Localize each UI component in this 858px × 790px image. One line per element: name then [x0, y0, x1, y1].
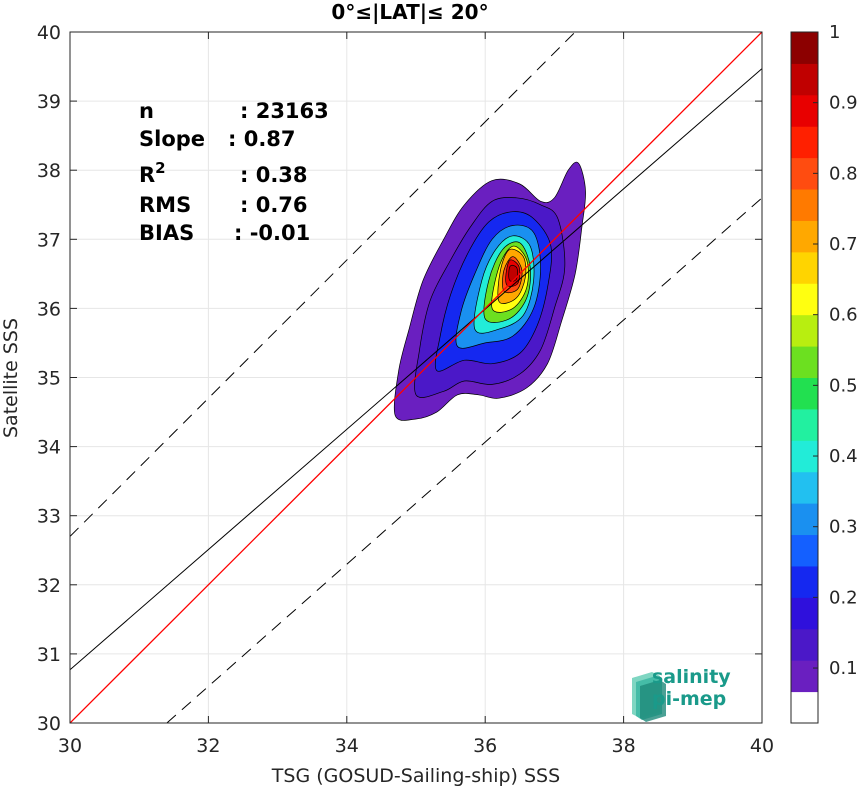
colorbar-segment: [791, 126, 818, 159]
colorbar-frame: [790, 31, 819, 724]
x-tick-label: 32: [196, 735, 220, 757]
lower-bound-line: [166, 197, 762, 723]
x-tick-label: 38: [612, 735, 636, 757]
x-tick-label: 40: [750, 735, 774, 757]
reference-lines: [70, 32, 762, 723]
fit-line: [70, 68, 762, 671]
colorbar-tick-label: 0.2: [829, 587, 858, 608]
colorbar-segment: [791, 660, 818, 693]
stat-value-4: : -0.01: [234, 221, 310, 245]
logo-line1: salinity: [652, 666, 731, 688]
colorbar: 0.1 0.2 0.3 0.4 0.5 0.6 0.7 0.8 0.9 1: [790, 22, 858, 724]
chart-title: 0°≤|LAT|≤ 20°: [331, 0, 488, 24]
colorbar-segment: [791, 471, 818, 504]
stat-value-3: : 0.76: [240, 193, 308, 217]
colorbar-tick-label: 0.4: [829, 446, 858, 467]
colorbar-segment: [791, 220, 818, 253]
colorbar-segment: [791, 283, 818, 316]
stat-label-1: Slope: [139, 127, 205, 151]
colorbar-segment: [791, 32, 818, 64]
y-axis-ticks: 30 31 32 33 34 35 36 37 38 39 40: [37, 22, 762, 735]
y-tick-label: 38: [37, 160, 61, 182]
x-axis-label: TSG (GOSUD-Sailing-ship) SSS: [271, 765, 560, 787]
y-tick-label: 36: [37, 298, 61, 320]
stat-value-2: : 0.38: [240, 163, 308, 187]
colorbar-tick-label: 0.8: [829, 163, 858, 184]
stat-label-3: RMS: [139, 193, 191, 217]
colorbar-segment: [791, 94, 818, 127]
y-tick-label: 37: [37, 229, 61, 251]
colorbar-tick-label: 0.9: [829, 93, 858, 114]
colorbar-tick-label: 0.6: [829, 305, 858, 326]
colorbar-tick-label: 0.3: [829, 517, 858, 538]
y-axis-label: Satellite SSS: [0, 318, 22, 438]
identity-line: [70, 32, 762, 723]
colorbar-tick-label: 0.5: [829, 375, 858, 396]
colorbar-segment: [791, 251, 818, 284]
stat-value-0: : 23163: [240, 99, 329, 123]
density-contours: [393, 161, 586, 421]
colorbar-segment: [791, 377, 818, 410]
colorbar-segment: [791, 189, 818, 221]
y-tick-label: 30: [37, 713, 61, 735]
x-axis-ticks: 30 32 34 36 38 40: [58, 32, 774, 757]
stat-label-0: n: [139, 99, 154, 123]
colorbar-segment: [791, 63, 818, 96]
colorbar-segment: [791, 565, 818, 598]
y-tick-label: 32: [37, 575, 61, 597]
y-tick-label: 31: [37, 644, 61, 666]
colorbar-segment: [791, 534, 818, 567]
colorbar-segment: [791, 503, 818, 536]
logo-line2: pi-mep: [652, 688, 726, 710]
stat-label-4: BIAS: [139, 221, 194, 245]
colorbar-segment: [791, 597, 818, 630]
colorbar-tick-label: 0.7: [829, 234, 858, 255]
y-tick-label: 33: [37, 506, 61, 528]
y-tick-label: 40: [37, 22, 61, 44]
colorbar-segment: [791, 314, 818, 347]
logo-mark: [632, 672, 666, 722]
y-tick-label: 34: [37, 437, 61, 459]
colorbar-tick-label: 0.1: [829, 658, 858, 679]
x-tick-label: 30: [58, 735, 82, 757]
colorbar-segment: [791, 691, 818, 724]
x-tick-label: 36: [473, 735, 497, 757]
colorbar-tick-label: 1: [829, 22, 840, 43]
colorbar-segment: [791, 346, 818, 378]
colorbar-segment: [791, 628, 818, 661]
contour-level-10: [508, 264, 518, 282]
salinity-pi-mep-logo: salinity pi-mep: [632, 666, 731, 722]
y-tick-label: 35: [37, 368, 61, 390]
stat-value-1: : 0.87: [228, 127, 296, 151]
y-tick-label: 39: [37, 91, 61, 113]
upper-bound-line: [70, 32, 576, 537]
x-tick-label: 34: [335, 735, 359, 757]
colorbar-segment: [791, 408, 818, 441]
